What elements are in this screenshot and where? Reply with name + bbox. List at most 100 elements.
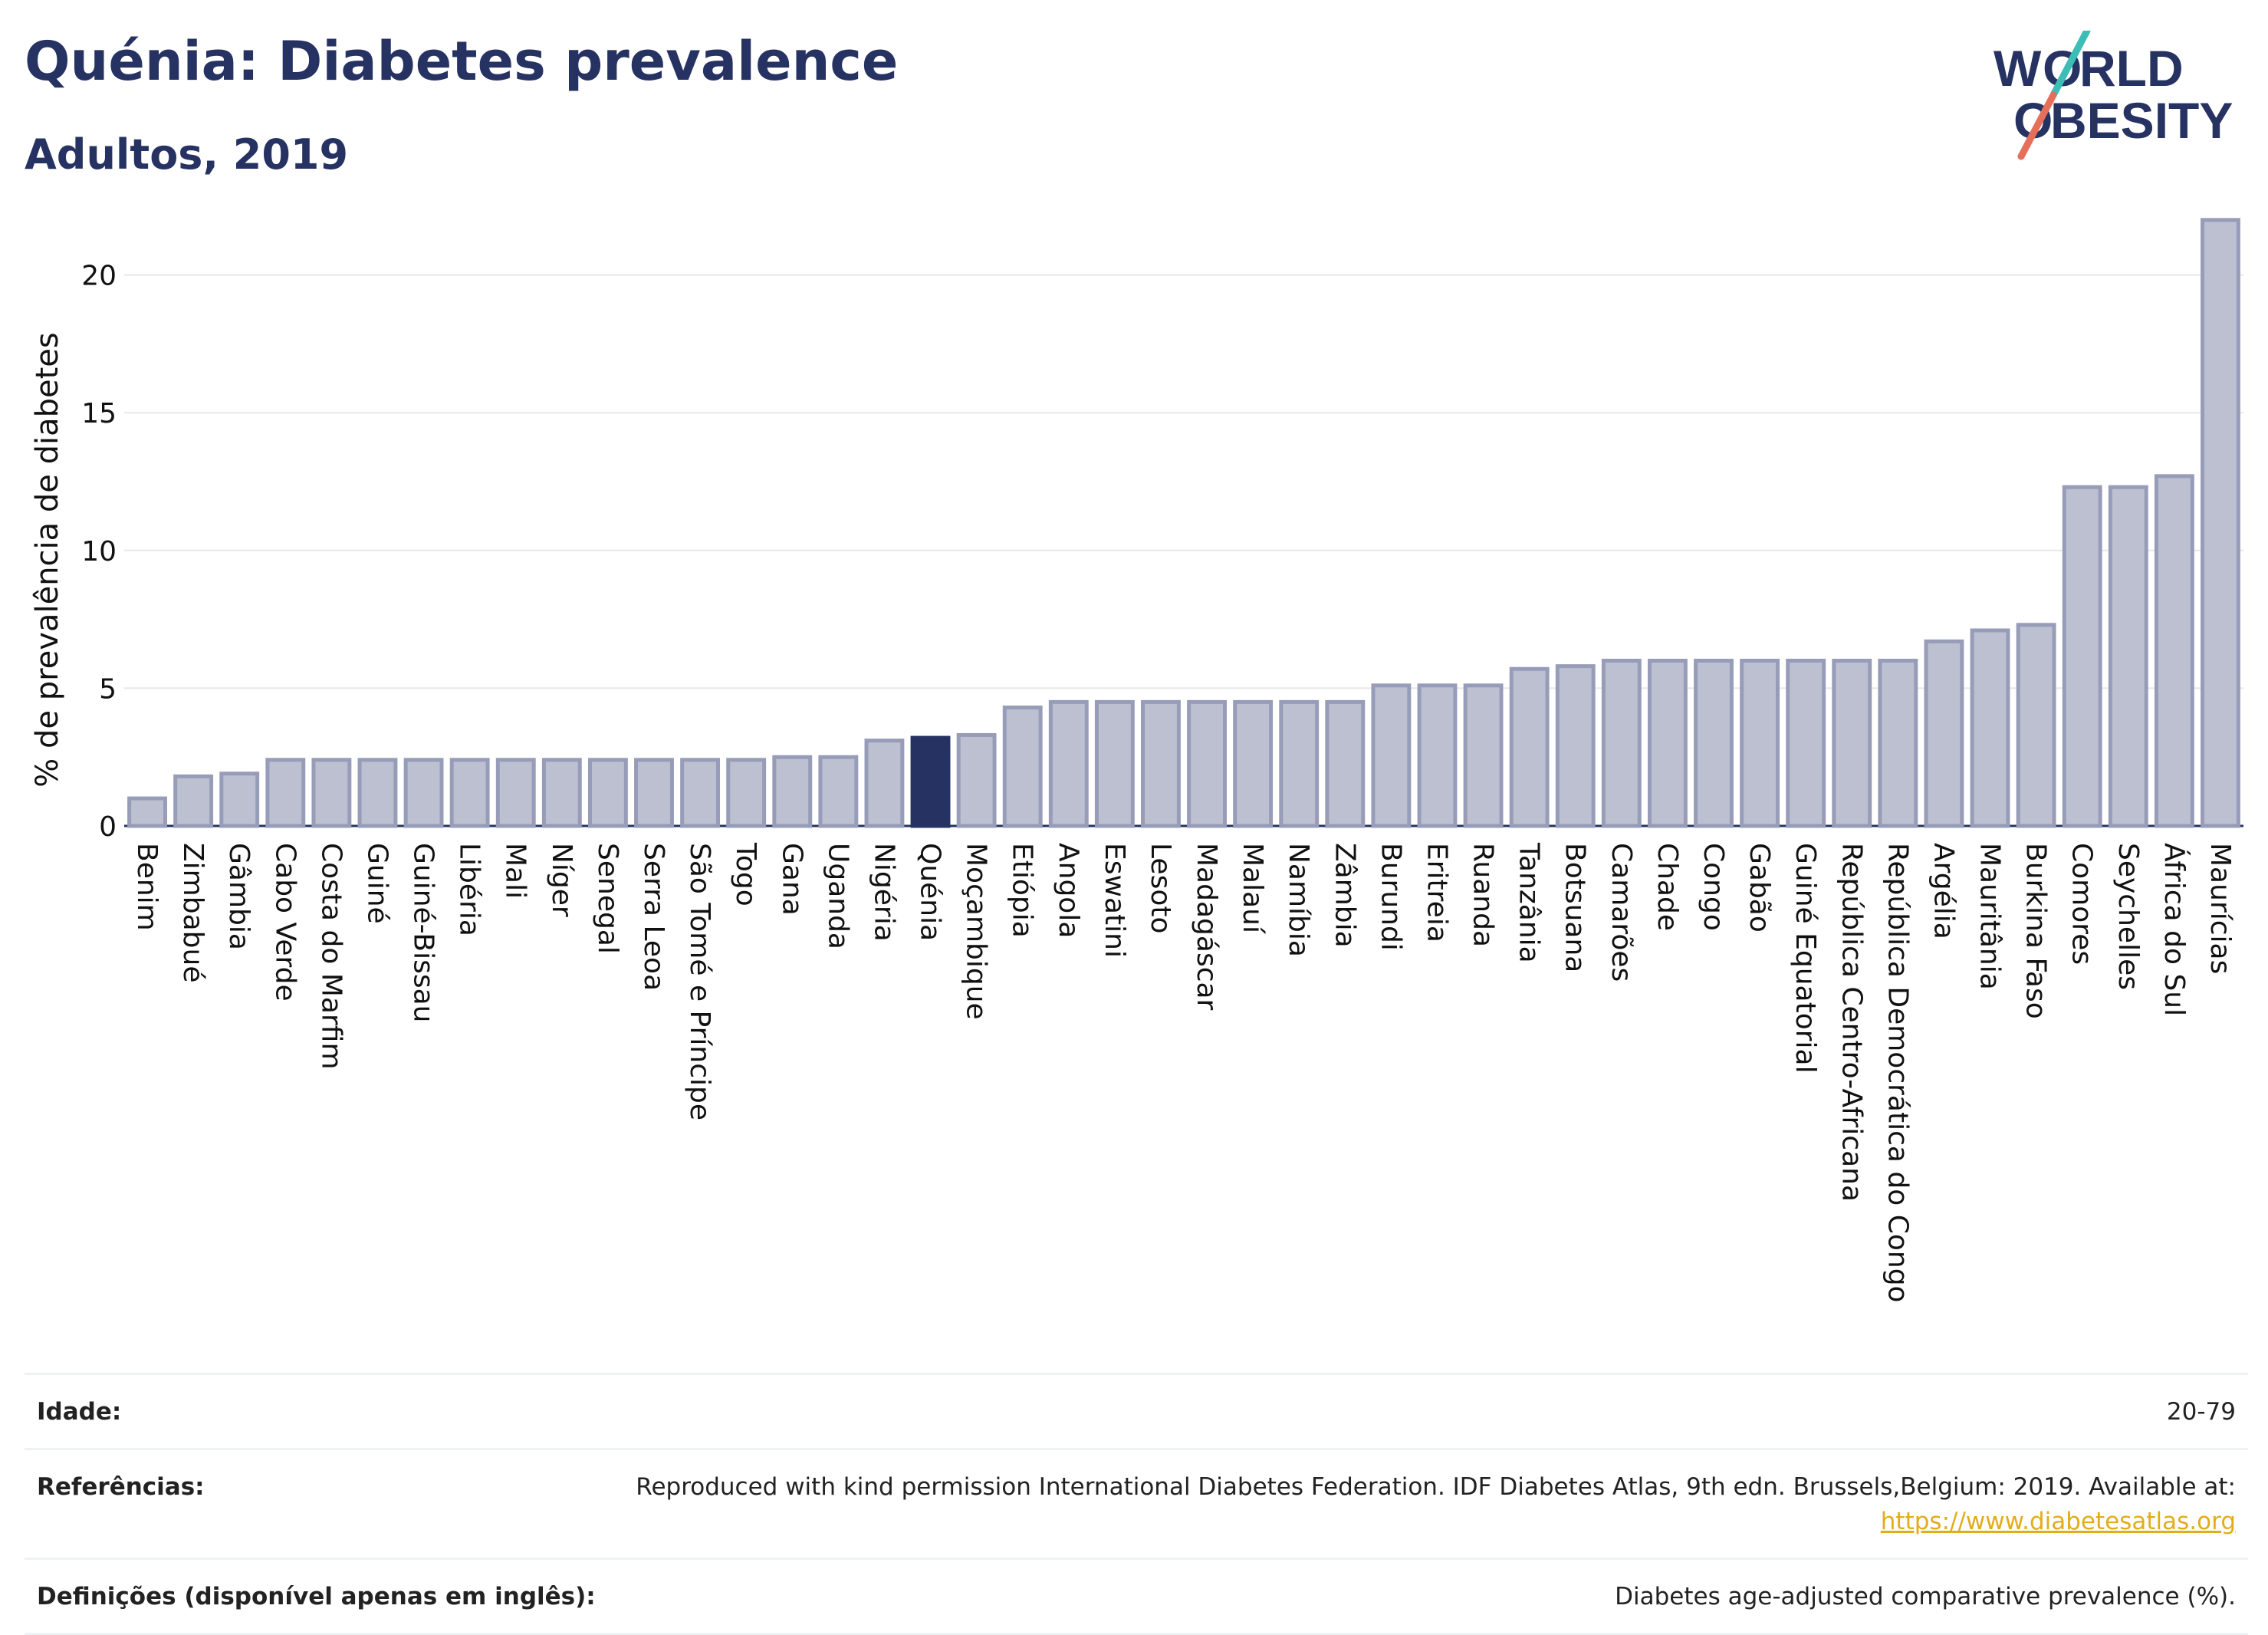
bar (357, 758, 398, 828)
bar (219, 771, 260, 828)
info-table: Idade: 20-79 Referências: Reproduced wit… (25, 1373, 2248, 1635)
x-tick-label: Etiópia (1007, 843, 1038, 938)
bar (403, 758, 444, 828)
bar (956, 732, 997, 828)
bar (2154, 474, 2194, 828)
x-tick-label: Costa do Marfim (315, 843, 347, 1070)
x-tick-label: Camarões (1606, 843, 1637, 982)
bar (265, 758, 306, 828)
x-tick-label: Chade (1652, 843, 1683, 931)
references-link[interactable]: https://www.diabetesatlas.org (1880, 1507, 2236, 1535)
x-tick-label: Botsuana (1560, 843, 1591, 972)
bar (1601, 658, 1642, 828)
svg-text:RLD: RLD (2079, 40, 2184, 97)
x-tick-label: Namíbia (1283, 843, 1314, 957)
bar (2201, 218, 2240, 828)
x-tick-label: Níger (546, 843, 577, 917)
bar (1509, 666, 1550, 828)
bar (726, 758, 767, 828)
x-tick-label: Togo (730, 842, 761, 906)
references-label: Referências: (37, 1472, 205, 1501)
x-tick-label: Nigéria (868, 843, 899, 942)
x-tick-label: Zâmbia (1329, 843, 1360, 948)
age-value: 20-79 (2166, 1398, 2236, 1426)
x-tick-label: Argélia (1928, 843, 1959, 939)
x-tick-label: Cabo Verde (269, 843, 301, 1002)
page-title: Quénia: Diabetes prevalence (25, 30, 899, 93)
x-tick-label: Eswatini (1099, 843, 1130, 958)
bar (634, 758, 674, 828)
x-tick-label: Burkina Faso (2020, 843, 2052, 1019)
age-label: Idade: (37, 1398, 122, 1426)
x-tick-label: Guiné (361, 843, 393, 924)
x-tick-label: Gâmbia (223, 843, 255, 950)
x-tick-label: Benim (131, 843, 163, 931)
x-tick-label: República Democrática do Congo (1882, 843, 1913, 1303)
x-tick-label: Malauí (1237, 843, 1268, 934)
x-tick-label: Moçambique (961, 843, 992, 1020)
bar (864, 739, 905, 828)
info-row-definitions: Definições (disponível apenas em inglês)… (25, 1557, 2248, 1635)
bar (1371, 683, 1412, 828)
bar (1187, 699, 1227, 828)
bar (2016, 623, 2056, 828)
x-tick-label: Maurícias (2204, 843, 2236, 974)
x-tick-label: Libéria (454, 843, 485, 936)
bar (127, 796, 167, 828)
references-value: Reproduced with kind permission Internat… (636, 1472, 2236, 1501)
bar (1740, 658, 1780, 828)
page-subtitle: Adultos, 2019 (25, 130, 349, 179)
bar-chart: 0 5 10 15 20 Benim Zimbabué Gâmbia Cabo Verde Co… (30, 218, 2243, 1303)
bar (1325, 699, 1366, 828)
bar (1279, 699, 1320, 828)
x-tick-label: Uganda (822, 843, 853, 949)
x-tick-label: Eritreia (1421, 843, 1452, 943)
x-tick-label: Congo (1698, 843, 1729, 931)
bar (1463, 683, 1504, 828)
x-tick-label: Tanzânia (1514, 842, 1545, 963)
x-tick-label: Mali (500, 843, 531, 899)
x-tick-label: Gana (776, 843, 807, 916)
y-tick-label: 15 (81, 398, 117, 429)
x-tick-label: Mauritânia (1974, 843, 2006, 990)
bar (1970, 628, 2010, 828)
svg-text:BESITY: BESITY (2050, 92, 2233, 149)
world-obesity-logo: W O RLD O BESITY (1994, 31, 2247, 161)
bar (541, 758, 582, 828)
bar (1694, 658, 1734, 828)
bar (1647, 658, 1688, 828)
bar (1924, 639, 1964, 828)
y-tick-label: 0 (99, 811, 117, 843)
x-tick-label: Gabão (1744, 843, 1775, 933)
bar (910, 735, 951, 828)
definitions-value: Diabetes age-adjusted comparative preval… (1615, 1582, 2236, 1610)
info-row-references: Referências: Reproduced with kind permis… (25, 1447, 2248, 1558)
x-tick-label: Guiné Equatorial (1790, 843, 1821, 1074)
bar (1002, 706, 1043, 828)
x-tick-label: Comores (2066, 843, 2098, 965)
x-tick-label: Senegal (592, 843, 623, 954)
bar (173, 774, 214, 828)
bar (772, 755, 813, 828)
bar (1233, 699, 1274, 828)
bar (1417, 683, 1458, 828)
bar (587, 758, 628, 828)
x-tick-label: África do Sul (2158, 843, 2191, 1016)
x-tick-label: Lesoto (1145, 843, 1176, 934)
x-tick-label: Zimbabué (177, 843, 209, 982)
x-tick-label: República Centro-Africana (1836, 843, 1867, 1202)
definitions-label: Definições (disponível apenas em inglês)… (37, 1582, 596, 1610)
y-tick-label: 10 (81, 536, 117, 567)
bar (1141, 699, 1181, 828)
x-tick-label: Serra Leoa (638, 843, 669, 991)
bar (1878, 658, 1918, 828)
bar (1786, 658, 1826, 828)
bar (818, 755, 859, 828)
x-tick-label: Angola (1053, 843, 1084, 938)
svg-text:W: W (1994, 40, 2042, 97)
bar (1832, 658, 1872, 828)
info-row-age: Idade: 20-79 (25, 1373, 2248, 1448)
bar (449, 758, 490, 828)
bar (1048, 699, 1089, 828)
y-tick-label: 20 (81, 261, 117, 292)
